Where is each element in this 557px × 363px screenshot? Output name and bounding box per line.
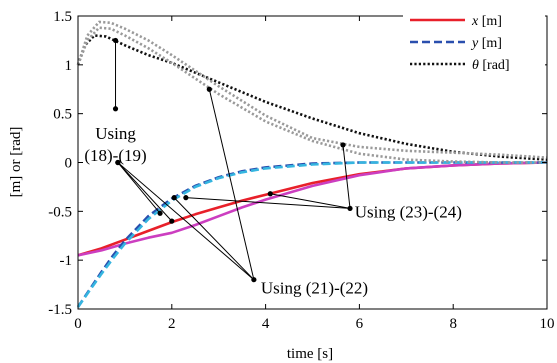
legend-symbol-0: x [471,14,482,29]
y-tick-label-2: -0.5 [48,204,72,220]
x-tick-label-0: 0 [74,316,82,332]
leader-dot-1-1 [267,191,273,197]
y-tick-label-3: 0 [65,156,73,172]
legend-label-0: x [m] [471,14,502,29]
annotation-label-2-0: Using (21)-(22) [261,279,368,298]
leader-line-3-0 [117,162,161,214]
leader-dot-1-2 [340,142,346,148]
leader-line-1-2 [342,144,351,209]
y-tick-label-6: 1.5 [53,9,72,25]
y-tick-label-5: 1 [65,58,73,74]
legend-label-1: y [m] [470,36,502,51]
leader-pivot-0 [112,106,119,112]
x-tick-label-4: 8 [449,316,457,332]
legend-symbol-2: θ [472,58,482,73]
ticks-group: 0 2 4 6 8 10 -1.5 -1 -0.5 0 0.5 1 1.5 [48,9,554,332]
series-line-3 [76,161,547,308]
x-tick-label-2: 4 [262,316,270,332]
leader-dot-3-0 [157,210,163,216]
leader-line-2-0 [117,162,255,281]
legend-label-2: θ [rad] [472,58,510,73]
legend-unit-0: [m] [482,14,502,29]
leader-line-2-2 [208,89,255,280]
leader-pivot-2 [251,277,257,283]
y-tick-label-0: -1.5 [48,302,72,318]
leader-dot-3-1 [169,218,175,224]
series-group [76,20,548,308]
legend-unit-1: [m] [482,36,502,51]
series-line-6 [76,26,547,164]
x-tick-label-5: 10 [540,316,555,332]
leader-pivot-1 [347,205,353,212]
series-line-4 [76,34,548,161]
legend-symbol-1: y [470,36,482,51]
leader-dot-2-1 [171,195,177,201]
y-axis-label: [m] or [rad] [8,127,24,198]
leader-dot-0-0 [112,37,119,44]
leader-pivot-3 [115,159,121,166]
x-tick-label-3: 6 [356,316,364,332]
annotation-label-1-0: Using (23)-(24) [355,202,462,221]
legend-unit-2: [rad] [482,58,509,73]
leader-line-3-1 [117,162,173,222]
annotation-label-0-0: Using [95,124,136,143]
leader-line-1-1 [270,193,351,209]
y-tick-label-1: -1 [60,253,73,269]
leader-line-1-0 [185,197,351,209]
leader-dot-1-0 [183,195,189,201]
series-line-5 [76,20,548,159]
annotation-label-0-1: (18)-(19) [84,146,146,165]
series-line-0 [77,161,548,257]
leader-dot-2-2 [206,86,212,92]
legend: x [m]y [m]θ [rad] [403,6,545,80]
x-axis-label: time [s] [287,346,333,362]
annotations-group: Using (18)-(19) Using (23)-(24) Using (21)-… [84,37,462,298]
y-tick-label-4: 0.5 [53,107,72,123]
series-line-1 [77,161,548,257]
x-tick-label-1: 2 [168,316,176,332]
leader-line-2-1 [173,197,255,281]
